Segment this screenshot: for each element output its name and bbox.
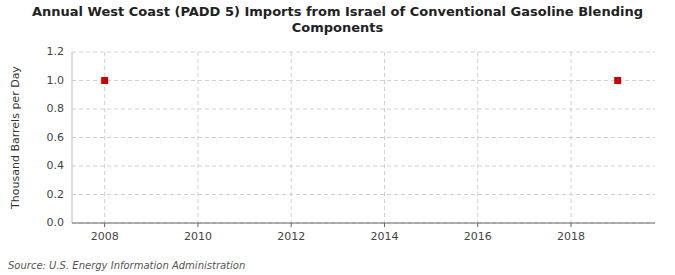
x-tick-mark bbox=[104, 223, 105, 227]
x-tick-label: 2008 bbox=[91, 230, 119, 243]
y-grid-line bbox=[72, 80, 655, 81]
points bbox=[101, 77, 621, 84]
x-tick-mark bbox=[571, 223, 572, 227]
y-grid-line bbox=[72, 223, 655, 224]
title: Annual West Coast (PADD 5) Imports from … bbox=[32, 4, 643, 35]
y-tick-label: 1.2 bbox=[47, 45, 65, 58]
x-tick-label: 2016 bbox=[464, 230, 492, 243]
chart-svg: 0.0 0.2 0.4 0.6 0.8 1.0 1.2 2008 2010 2012 2014 201… bbox=[0, 0, 675, 275]
y-grid-line bbox=[72, 194, 655, 195]
x-tick-label: 2018 bbox=[557, 230, 585, 243]
x-tick-mark bbox=[477, 223, 478, 227]
point bbox=[101, 77, 108, 84]
x-grid-line bbox=[197, 52, 198, 223]
y-tick-label: 1.0 bbox=[47, 74, 65, 87]
y-grid-line bbox=[72, 137, 655, 138]
title-line: Annual West Coast (PADD 5) Imports from … bbox=[32, 4, 643, 19]
y-tick-label: 0.6 bbox=[47, 131, 65, 144]
x-tick-label: 2010 bbox=[184, 230, 212, 243]
y-tick-label: 0.4 bbox=[47, 159, 65, 172]
y-grid-line bbox=[72, 52, 655, 53]
point bbox=[614, 77, 621, 84]
grid bbox=[72, 52, 655, 223]
y-tick-label: 0.8 bbox=[47, 102, 65, 115]
y-grid-line bbox=[72, 109, 655, 110]
x-grid-line bbox=[384, 52, 385, 223]
x-tick-label: 2014 bbox=[370, 230, 398, 243]
x-tick-mark bbox=[384, 223, 385, 227]
axes: 0.0 0.2 0.4 0.6 0.8 1.0 1.2 2008 2010 2012 2014 201… bbox=[47, 45, 656, 243]
x-axis-line bbox=[72, 223, 655, 224]
title-line: Components bbox=[292, 20, 384, 35]
y-grid-line bbox=[72, 166, 655, 167]
x-grid-line bbox=[477, 52, 478, 223]
x-tick-mark bbox=[197, 223, 198, 227]
y-axis-label: Thousand Barrels per Day bbox=[9, 66, 22, 210]
x-grid-line bbox=[571, 52, 572, 223]
chart-container: 0.0 0.2 0.4 0.6 0.8 1.0 1.2 2008 2010 2012 2014 201… bbox=[0, 0, 675, 275]
source-note: Source: U.S. Energy Information Administ… bbox=[8, 260, 245, 271]
x-grid-line bbox=[291, 52, 292, 223]
y-tick-label: 0.2 bbox=[47, 188, 65, 201]
y-axis-line bbox=[72, 52, 73, 223]
x-tick-mark bbox=[291, 223, 292, 227]
y-tick-label: 0.0 bbox=[47, 216, 65, 229]
x-tick-label: 2012 bbox=[277, 230, 305, 243]
